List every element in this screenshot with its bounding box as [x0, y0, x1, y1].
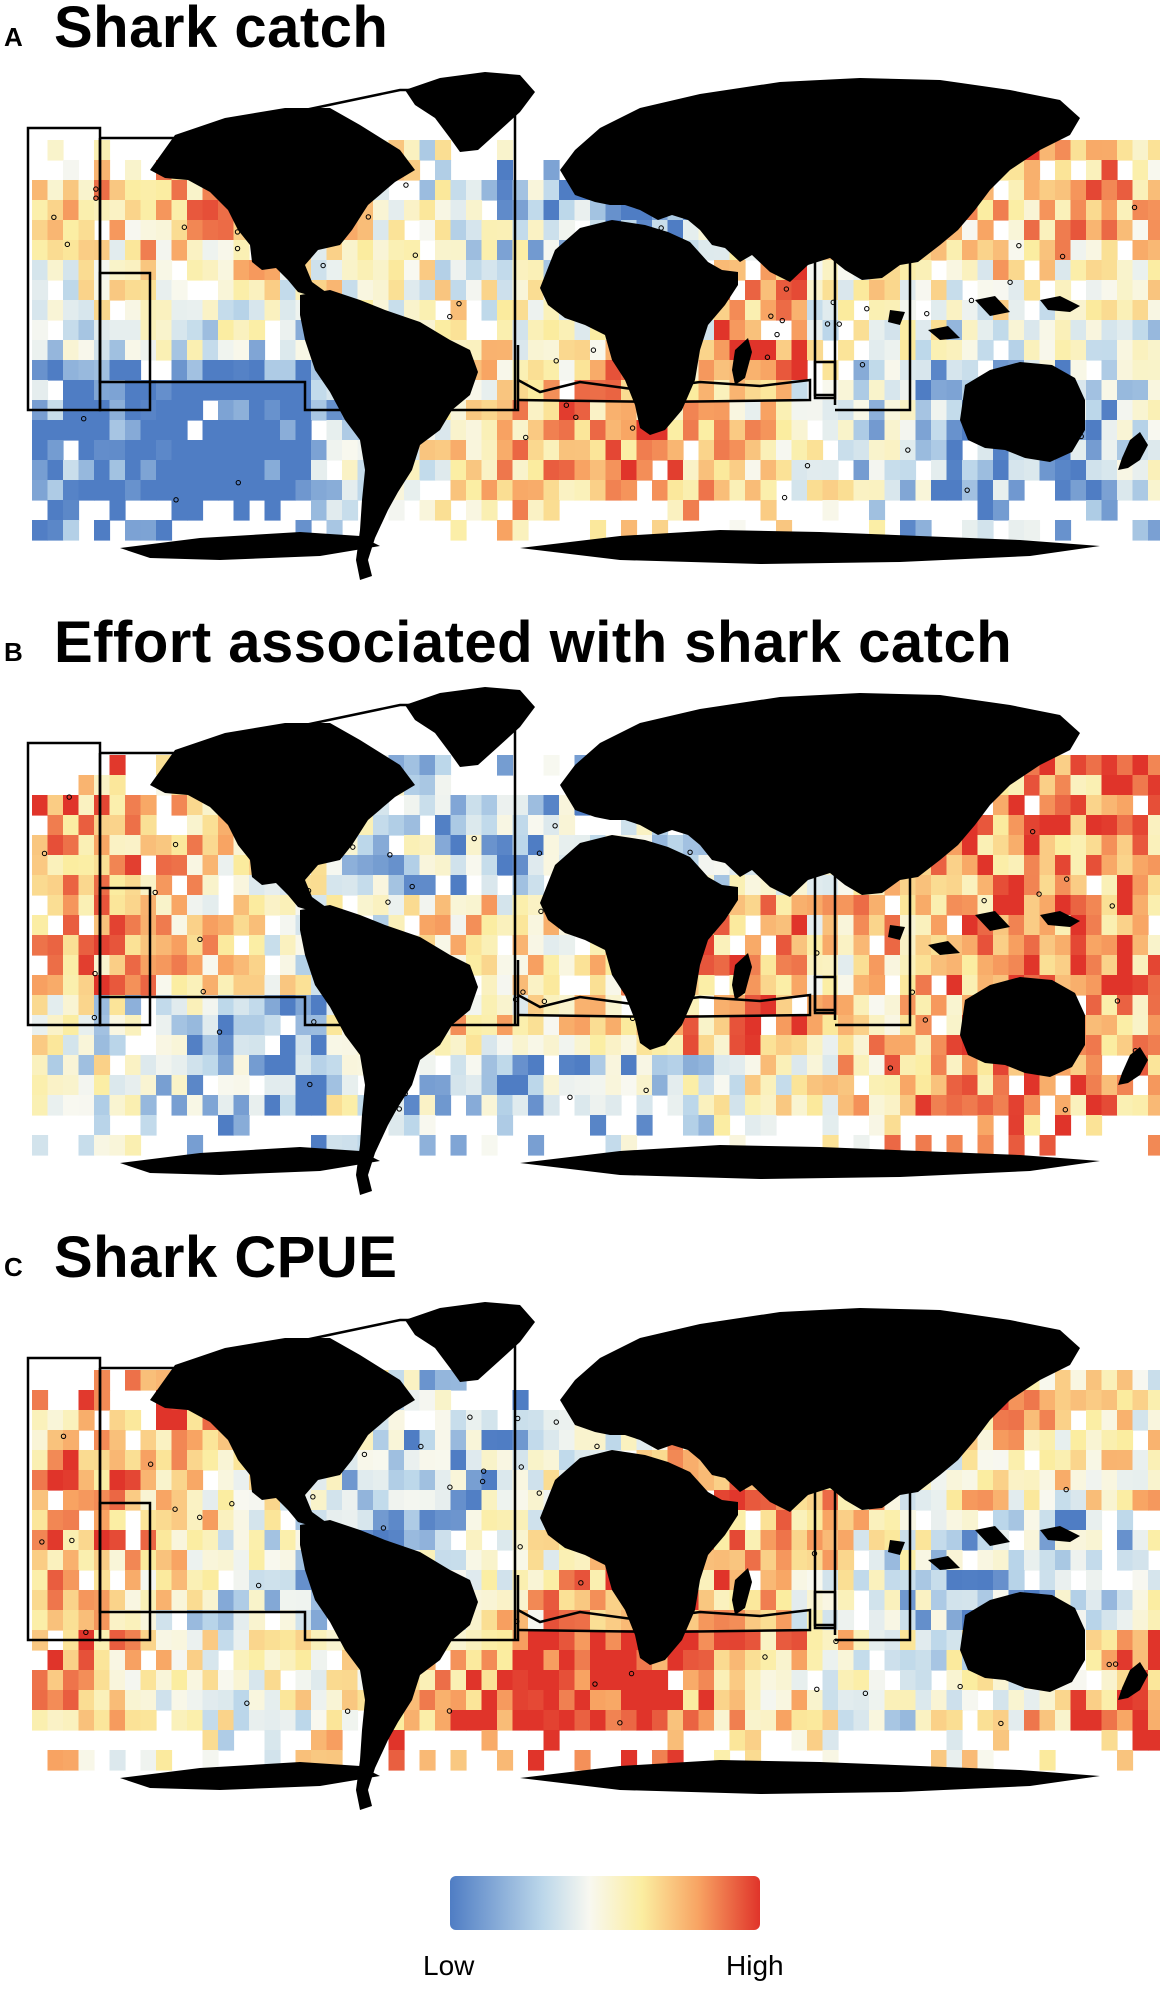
land-masses — [120, 1302, 1148, 1810]
island-markers — [51, 182, 1138, 503]
region-southern-boundary — [517, 378, 812, 404]
continent-greenland — [405, 1302, 535, 1382]
continent-africa — [540, 220, 738, 435]
continent-antarcticaEast — [520, 1145, 1100, 1179]
continent-southAmerica — [300, 905, 478, 1195]
legend-color-bar — [450, 1876, 760, 1930]
region-atlantic — [304, 1318, 517, 1640]
region-box-tasman — [813, 1590, 837, 1630]
region-box-southeast-pacific — [98, 1501, 152, 1642]
continent-antarcticaEast — [520, 1760, 1100, 1794]
region-outlines — [26, 703, 912, 1027]
panel-c: C Shark CPUE — [0, 1225, 1160, 1850]
panel-letter: A — [4, 22, 23, 52]
continent-greenland — [405, 72, 535, 152]
region-atlantic — [304, 703, 517, 1025]
continent-antarcticaWest — [120, 1762, 380, 1790]
land-masses — [120, 687, 1148, 1195]
continent-madagascar — [732, 1568, 752, 1615]
continent-islandsA — [888, 1526, 1080, 1570]
region-box-southeast-pacific — [98, 886, 152, 1027]
region-box-tasman — [813, 975, 837, 1015]
region-box-southeast-pacific — [98, 271, 152, 412]
continent-southAmerica — [300, 1520, 478, 1810]
region-outlines — [26, 88, 912, 412]
continent-antarcticaWest — [120, 532, 380, 560]
continent-australia — [960, 1592, 1085, 1692]
region-west-pacific — [813, 741, 912, 1027]
continent-southAmerica — [300, 290, 478, 580]
panel-letter: B — [4, 637, 23, 667]
panel-title: Shark catch — [54, 0, 389, 60]
continent-australia — [960, 977, 1085, 1077]
panel-title: Shark CPUE — [54, 1225, 398, 1290]
continent-eurasia — [560, 693, 1080, 897]
region-box-tasman — [813, 360, 837, 400]
continent-newZealand — [1118, 1662, 1148, 1700]
continent-islandsA — [888, 296, 1080, 340]
continent-africa — [540, 835, 738, 1050]
continent-madagascar — [732, 338, 752, 385]
continent-northAmerica — [150, 723, 415, 913]
ocean-grid-cells — [32, 755, 1160, 1156]
legend-high-label: High — [726, 1950, 784, 1981]
continent-eurasia — [560, 1308, 1080, 1512]
region-outlines — [26, 1318, 912, 1642]
region-west-pacific — [813, 126, 912, 412]
shark-catch-map — [26, 72, 1160, 580]
panel-a: A Shark catch — [0, 0, 1160, 620]
effort-map — [26, 687, 1160, 1195]
continent-antarcticaWest — [120, 1147, 380, 1175]
continent-islandsA — [888, 911, 1080, 955]
panel-title: Effort associated with shark catch — [54, 610, 1013, 675]
continent-africa — [540, 1450, 738, 1665]
region-southern-boundary — [517, 993, 812, 1019]
land-masses — [120, 72, 1148, 580]
cpue-map — [26, 1302, 1160, 1810]
continent-greenland — [405, 687, 535, 767]
color-legend: Low High — [0, 1870, 1160, 1992]
region-west-pacific — [813, 1356, 912, 1642]
panel-b: B Effort associated with shark catch — [0, 610, 1160, 1235]
continent-newZealand — [1118, 432, 1148, 470]
island-markers — [39, 1407, 1119, 1727]
continent-newZealand — [1118, 1047, 1148, 1085]
island-markers — [41, 794, 1139, 1113]
continent-madagascar — [732, 953, 752, 1000]
region-atlantic — [304, 88, 517, 410]
continent-antarcticaEast — [520, 530, 1100, 564]
continent-northAmerica — [150, 1338, 415, 1528]
continent-eurasia — [560, 78, 1080, 282]
region-southern-boundary — [517, 1608, 812, 1634]
panel-letter: C — [4, 1252, 23, 1282]
continent-northAmerica — [150, 108, 415, 298]
legend-low-label: Low — [423, 1950, 475, 1981]
continent-australia — [960, 362, 1085, 462]
